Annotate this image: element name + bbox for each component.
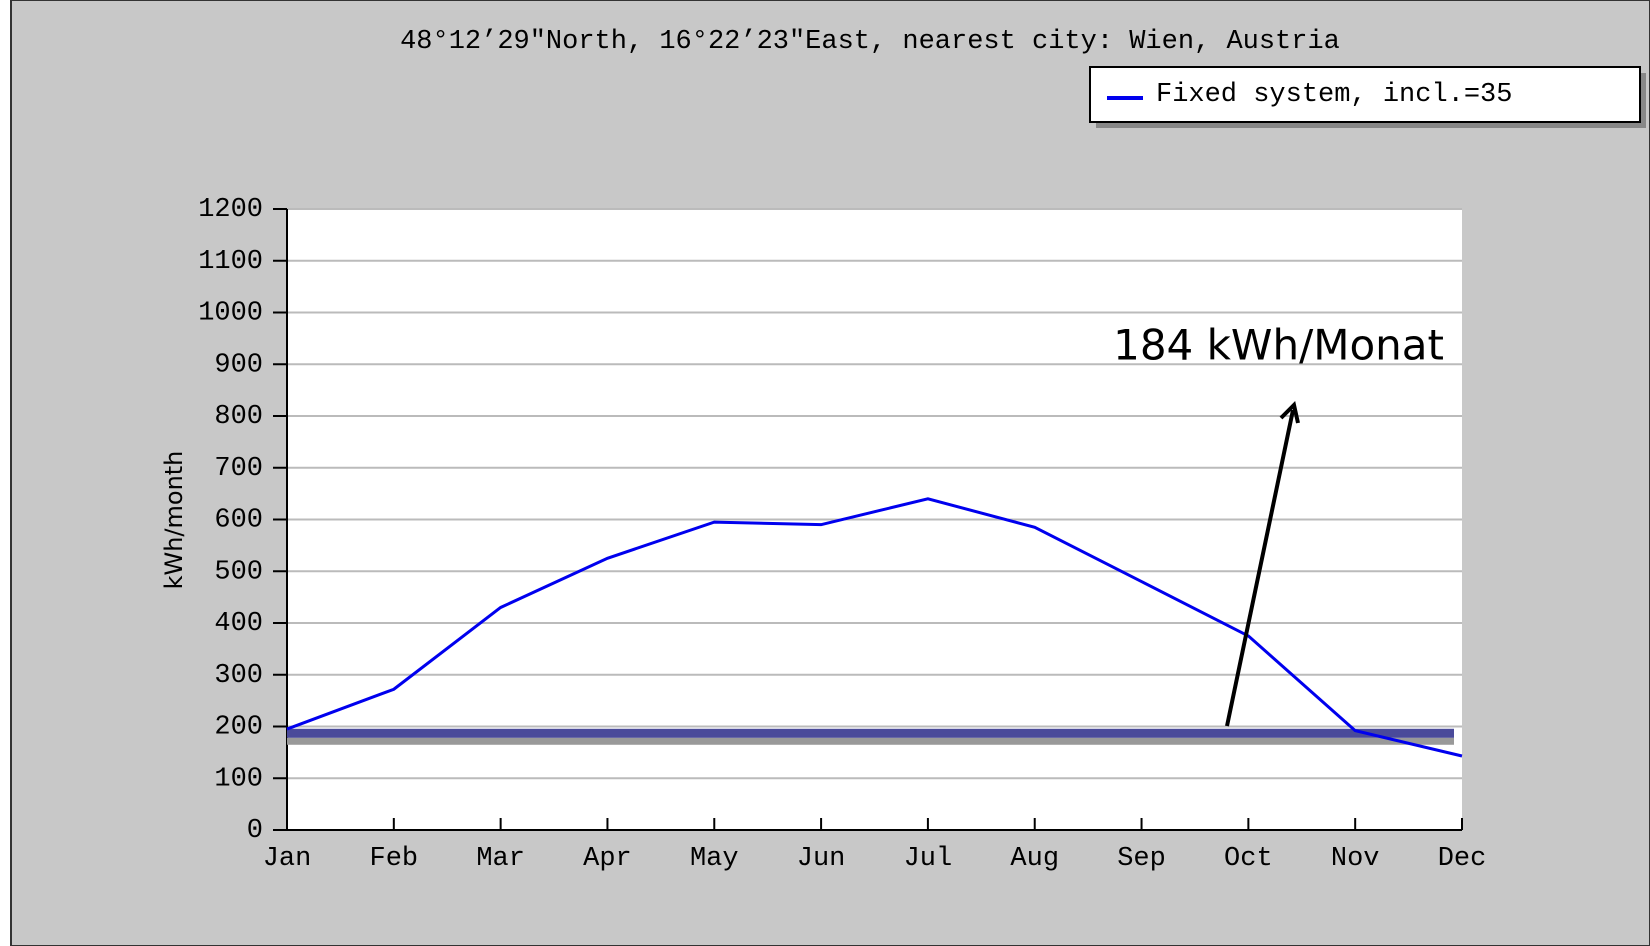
x-tick-label: Oct [1224,844,1273,874]
x-tick-label: Feb [370,844,419,874]
x-tick-label: Jun [797,844,846,874]
legend [1089,66,1641,123]
y-tick-label: 500 [214,557,263,587]
y-tick-label: 600 [214,506,263,536]
reference-shadow [287,737,1454,745]
y-tick-label: 0 [247,816,263,846]
y-tick-label: 400 [214,609,263,639]
x-tick-label: May [690,844,739,874]
y-tick-label: 300 [214,661,263,691]
y-tick-label: 1200 [198,195,263,225]
y-tick-label: 1100 [198,247,263,277]
y-tick-label: 900 [214,350,263,380]
x-tick-label: Jan [263,844,312,874]
data-line [286,497,1463,758]
y-tick-label: 700 [214,454,263,484]
x-tick-label: Jul [904,844,953,874]
x-tick-label: Nov [1331,844,1380,874]
arrow-head [1279,401,1300,424]
x-tick-label: Sep [1117,844,1166,874]
reference-line [287,728,1454,738]
y-tick-label: 800 [214,402,263,432]
x-tick-label: Apr [583,844,632,874]
x-tick-label: Aug [1010,844,1059,874]
annotation: 184 kWh/Monat [1113,321,1444,370]
x-tick-label: Mar [476,844,525,874]
y-axis-label: kWh/month [160,451,188,590]
y-tick-label: 1000 [198,299,263,329]
y-tick-label: 200 [214,713,263,743]
arrow-shaft [1225,409,1295,727]
chart-title: 48°12’29"North, 16°22’23"East, nearest c… [400,27,1340,57]
x-tick-label: Dec [1438,844,1487,874]
legend-label: Fixed system, incl.=35 [1156,80,1512,110]
y-tick-label: 100 [214,764,263,794]
